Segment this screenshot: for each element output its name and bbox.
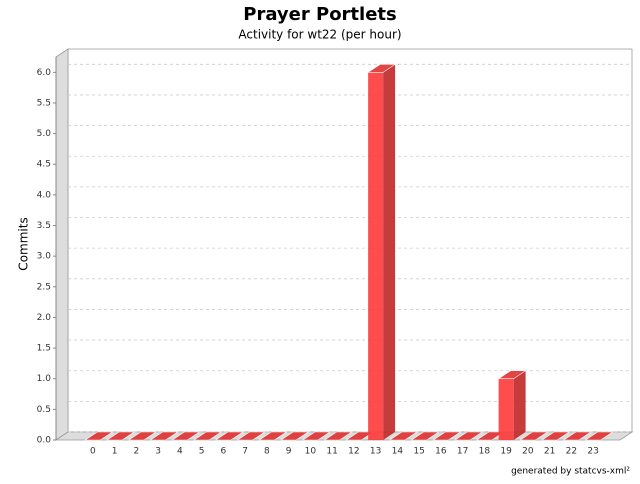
bar	[193, 431, 223, 441]
bar-top	[301, 431, 331, 441]
y-tick-label: 1.0	[37, 374, 52, 384]
y-axis-label: Commits	[17, 217, 31, 270]
bar-top	[562, 431, 592, 441]
bar	[106, 431, 136, 441]
x-tick-label: 13	[370, 447, 381, 457]
bar	[519, 431, 549, 441]
bar-top	[214, 431, 244, 441]
bar	[280, 431, 310, 441]
y-tick-label: 4.0	[37, 190, 52, 200]
x-tick-label: 6	[221, 447, 227, 457]
bar-top	[454, 431, 484, 441]
x-tick-label: 19	[500, 447, 512, 457]
y-tick-label: 2.0	[37, 313, 52, 323]
bar	[541, 431, 571, 441]
bar	[388, 431, 418, 441]
y-tick-label: 1.5	[37, 344, 51, 354]
bar-top	[149, 431, 179, 441]
bar	[127, 431, 157, 441]
bar-top	[236, 431, 266, 441]
x-tick-label: 1	[112, 447, 118, 457]
bar	[258, 431, 288, 441]
bar	[584, 431, 614, 441]
bar-top	[497, 370, 527, 380]
bar-side	[383, 64, 396, 440]
bar-top	[519, 431, 549, 441]
x-tick-label: 0	[90, 447, 96, 457]
x-tick-label: 18	[479, 447, 491, 457]
bar	[323, 431, 353, 441]
bar	[301, 431, 331, 441]
bar	[497, 370, 527, 440]
bar-top	[584, 431, 614, 441]
bar	[149, 431, 179, 441]
x-tick-label: 5	[199, 447, 205, 457]
bar-top	[323, 431, 353, 441]
bar-top	[541, 431, 571, 441]
bar-top	[258, 431, 288, 441]
x-tick-label: 10	[305, 447, 317, 457]
chart-title: Prayer Portlets	[243, 4, 396, 25]
y-tick-label: 6.0	[37, 68, 52, 78]
x-tick-label: 21	[544, 447, 555, 457]
x-tick-label: 17	[457, 447, 468, 457]
x-tick-label: 16	[435, 447, 447, 457]
bar	[84, 431, 114, 441]
y-tick-label: 2.5	[37, 282, 51, 292]
y-tick-label: 3.0	[37, 252, 52, 262]
x-tick-label: 23	[587, 447, 598, 457]
footer: generated by statcvs-xml²	[511, 467, 630, 477]
bar-top	[106, 431, 136, 441]
bar-front	[498, 378, 514, 440]
x-tick-label: 3	[155, 447, 161, 457]
bar	[236, 431, 266, 441]
x-tick-label: 8	[264, 447, 270, 457]
bar-top	[127, 431, 157, 441]
bar	[171, 431, 201, 441]
bar-top	[432, 431, 462, 441]
x-tick-label: 14	[392, 447, 404, 457]
x-tick-label: 20	[522, 447, 534, 457]
bar	[214, 431, 244, 441]
x-tick-label: 2	[134, 447, 140, 457]
chart-subtitle: Activity for wt22 (per hour)	[238, 28, 401, 42]
left-wall	[55, 48, 69, 441]
x-tick-label: 22	[566, 447, 577, 457]
bar-top	[171, 431, 201, 441]
x-tick-label: 7	[242, 447, 248, 457]
bar-top	[193, 431, 223, 441]
bar-top	[84, 431, 114, 441]
x-tick-label: 12	[348, 447, 359, 457]
y-tick-label: 0.0	[37, 436, 52, 446]
x-tick-label: 9	[286, 447, 292, 457]
bar	[454, 431, 484, 441]
bar-side	[513, 370, 526, 440]
bar	[432, 431, 462, 441]
bar-top	[367, 64, 397, 73]
bar-front	[368, 72, 384, 440]
y-tick-label: 5.5	[37, 98, 51, 108]
back-wall	[67, 48, 633, 433]
y-tick-label: 3.5	[37, 221, 51, 231]
bar	[562, 431, 592, 441]
bar-top	[388, 431, 418, 441]
bar-top	[280, 431, 310, 441]
x-tick-label: 11	[326, 447, 337, 457]
y-tick-label: 0.5	[37, 405, 51, 415]
y-tick-label: 5.0	[37, 129, 52, 139]
bar	[410, 431, 440, 441]
bar-top	[410, 431, 440, 441]
x-tick-label: 4	[177, 447, 183, 457]
y-tick-label: 4.5	[37, 160, 51, 170]
bar	[367, 64, 397, 440]
x-tick-label: 15	[413, 447, 424, 457]
